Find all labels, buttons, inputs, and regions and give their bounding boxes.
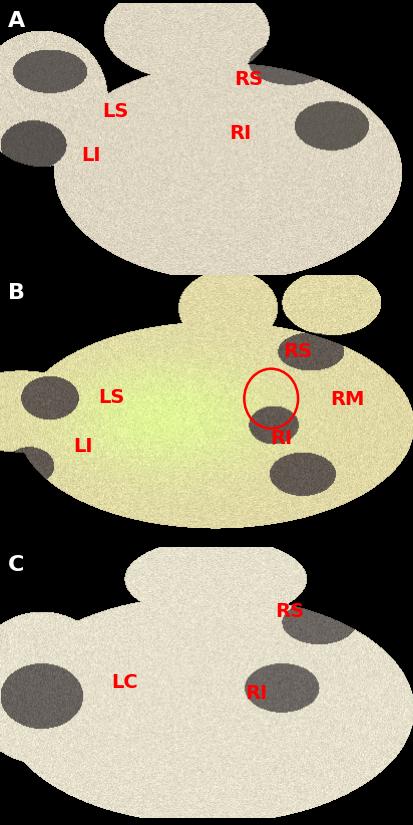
Text: LS: LS <box>102 102 129 121</box>
Text: LS: LS <box>98 388 125 407</box>
Text: RS: RS <box>233 70 262 89</box>
Text: RI: RI <box>228 125 251 144</box>
Text: RI: RI <box>245 684 267 703</box>
Text: RI: RI <box>270 428 292 447</box>
Text: B: B <box>8 283 25 303</box>
Text: LI: LI <box>73 436 93 455</box>
Text: LC: LC <box>111 673 137 692</box>
Text: A: A <box>8 12 26 31</box>
Text: LI: LI <box>81 146 101 165</box>
Text: RS: RS <box>283 342 312 361</box>
Text: C: C <box>8 555 25 575</box>
Text: RM: RM <box>330 390 364 409</box>
Text: RS: RS <box>275 602 304 621</box>
